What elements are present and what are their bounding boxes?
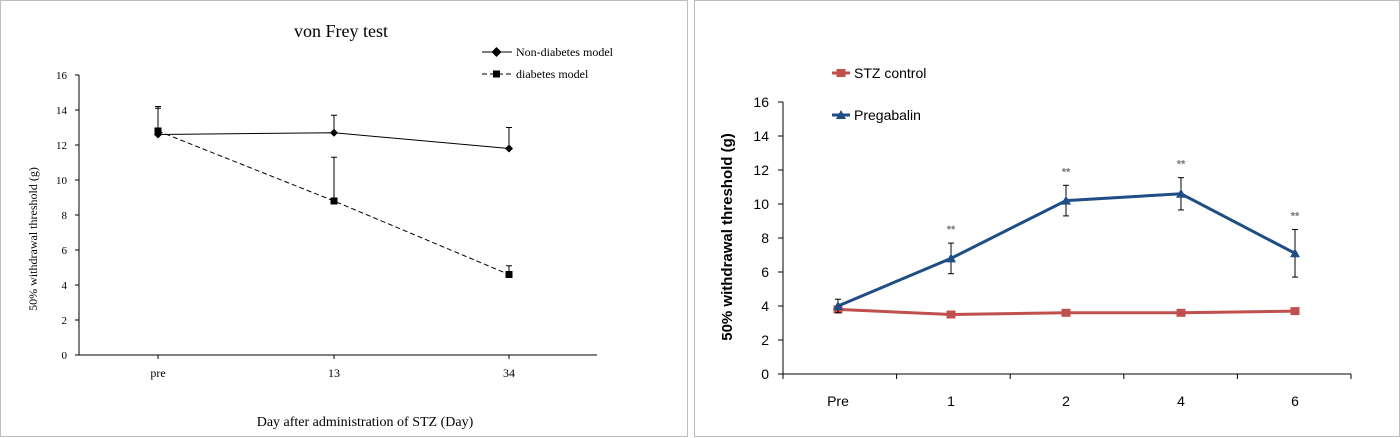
y-tick-label: 14 <box>56 105 68 117</box>
y-tick-label: 16 <box>753 94 769 110</box>
legend-marker-stz-control <box>836 69 846 77</box>
y-tick-label: 2 <box>761 332 769 348</box>
data-point <box>154 127 162 135</box>
data-point <box>1176 188 1186 198</box>
y-tick-label: 10 <box>56 175 68 187</box>
y-tick-label: 8 <box>761 230 769 246</box>
x-tick-label: 2 <box>1062 393 1070 409</box>
y-tick-label: 0 <box>761 366 769 382</box>
series-line-diabetes <box>157 130 510 275</box>
data-point <box>946 253 956 263</box>
pregabalin-chart: 50% withdrawal threshold (g) STZ control… <box>719 65 1352 409</box>
y-tick-label: 0 <box>62 350 68 362</box>
legend: Non-diabetes model diabetes model <box>482 45 614 81</box>
legend-marker-diabetes <box>493 70 500 78</box>
data-point <box>505 271 513 278</box>
data-point <box>505 144 513 153</box>
data-point <box>330 128 338 137</box>
data-point <box>946 310 956 319</box>
y-tick-label: 12 <box>753 162 769 178</box>
von-frey-chart-panel: von Frey test Day after administration o… <box>0 0 688 437</box>
x-tick-label: pre <box>150 366 165 380</box>
y-tick-label: 6 <box>761 264 769 280</box>
y-tick-label: 8 <box>62 210 68 222</box>
data-point <box>1290 248 1300 258</box>
y-tick-label: 4 <box>761 298 769 314</box>
legend-marker-pregabalin <box>836 110 846 119</box>
y-tick-label: 6 <box>62 245 68 257</box>
pregabalin-chart-panel: 50% withdrawal threshold (g) STZ control… <box>694 0 1400 437</box>
plot-area: 0 2 4 6 8 10 12 14 16 pre 13 34 <box>56 70 597 380</box>
x-tick-label: 13 <box>328 366 340 380</box>
data-point <box>1176 308 1186 317</box>
x-axis-label: Day after administration of STZ (Day) <box>257 415 474 430</box>
chart-title: von Frey test <box>294 21 388 41</box>
legend-label-stz-control: STZ control <box>854 65 926 81</box>
von-frey-chart: von Frey test Day after administration o… <box>26 21 614 430</box>
legend-label-pregabalin: Pregabalin <box>854 107 921 123</box>
x-tick-label: 4 <box>1177 393 1185 409</box>
x-tick-label: Pre <box>827 393 849 409</box>
significance-label: ** <box>1062 166 1071 178</box>
y-tick-label: 2 <box>62 315 68 327</box>
significance-label: ** <box>1177 159 1186 171</box>
significance-label: ** <box>947 224 956 236</box>
y-tick-label: 16 <box>56 70 68 82</box>
significance-label: ** <box>1291 211 1300 223</box>
x-tick-label: 34 <box>503 366 515 380</box>
data-point <box>1061 195 1071 205</box>
y-axis-label: 50% withdrawal threshold (g) <box>26 167 40 311</box>
legend-label-non-diabetes: Non-diabetes model <box>516 45 614 59</box>
y-tick-label: 10 <box>753 196 769 212</box>
y-tick-label: 4 <box>62 280 68 292</box>
data-point <box>1061 308 1071 317</box>
y-tick-label: 14 <box>753 128 769 144</box>
legend: STZ control Pregabalin <box>832 65 926 123</box>
x-tick-label: 1 <box>947 393 955 409</box>
y-tick-label: 12 <box>56 140 67 152</box>
data-point <box>833 301 843 310</box>
x-tick-label: 6 <box>1291 393 1299 409</box>
data-point <box>1290 307 1300 316</box>
legend-marker-non-diabetes <box>491 47 502 57</box>
data-point <box>330 197 338 205</box>
y-axis-label: 50% withdrawal threshold (g) <box>719 133 736 341</box>
legend-label-diabetes: diabetes model <box>516 67 589 81</box>
